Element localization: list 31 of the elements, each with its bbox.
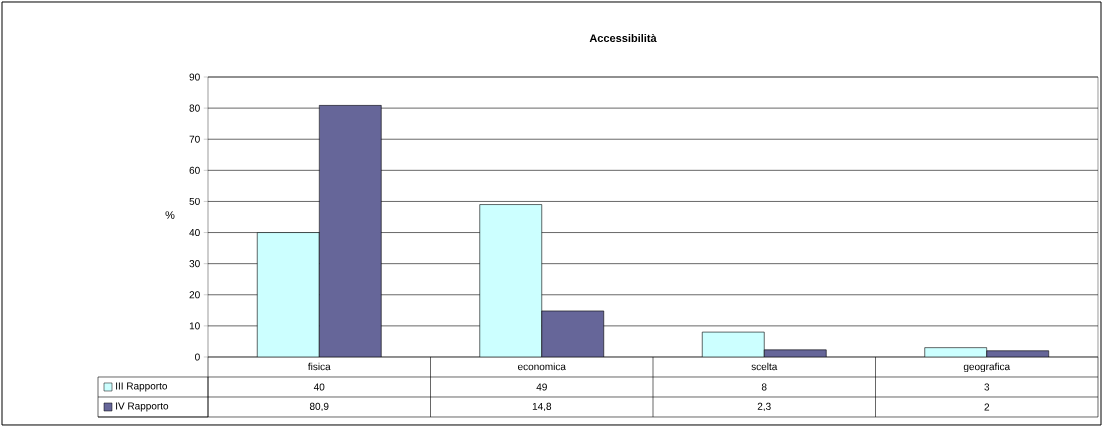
y-tick-label: 50 <box>189 197 200 205</box>
chart-title: Accessibilità <box>589 33 657 43</box>
y-tick-label: 40 <box>189 229 200 237</box>
x-tick-label: scelta <box>751 362 778 371</box>
x-tick-label: economica <box>518 362 566 371</box>
bar <box>479 204 543 357</box>
data-label: 40 <box>313 383 325 391</box>
bar <box>541 310 605 357</box>
data-label: 2 <box>984 403 990 411</box>
y-tick-label: 30 <box>189 260 200 268</box>
y-tick-label: 60 <box>189 166 200 174</box>
y-tick-label: 10 <box>189 322 200 330</box>
y-tick-label: 90 <box>189 73 200 81</box>
data-label: 49 <box>536 383 547 391</box>
legend-label: III Rapporto <box>116 382 168 392</box>
y-tick-label: 0 <box>195 353 200 361</box>
x-tick-label: geografica <box>963 362 1011 373</box>
y-tick-label: 80 <box>189 104 200 112</box>
data-label: 3 <box>984 383 990 391</box>
data-label: 80,9 <box>309 402 329 412</box>
data-label: 8 <box>761 383 767 391</box>
legend-label: IV Rapporto <box>116 402 169 412</box>
bar <box>318 105 382 357</box>
bar <box>256 232 320 357</box>
bar <box>701 331 765 357</box>
data-label: 2,3 <box>757 402 771 412</box>
x-tick-label: fisica <box>308 362 331 371</box>
y-tick-label: 20 <box>189 291 200 299</box>
data-label: 14,8 <box>532 402 552 412</box>
y-tick-label: 70 <box>189 135 200 143</box>
y-axis-title: % <box>165 211 175 219</box>
